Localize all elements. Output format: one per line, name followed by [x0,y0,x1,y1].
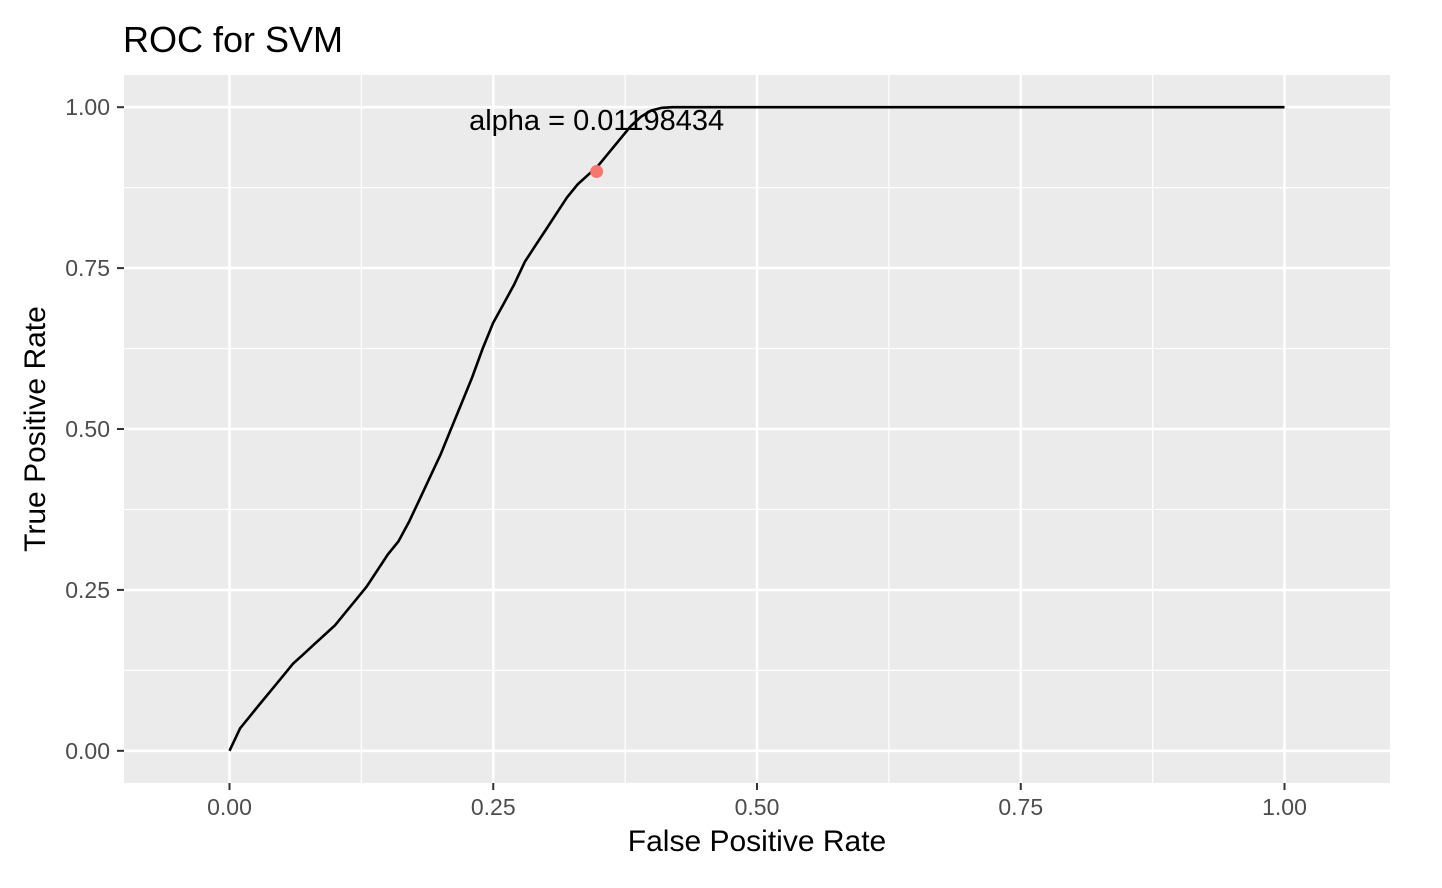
grid-lines [124,75,1390,783]
x-tick-label: 0.75 [998,794,1043,820]
alpha-point [590,165,604,179]
roc-curve-line [228,105,1285,752]
x-tick-label: 0.50 [735,794,780,820]
x-axis-title: False Positive Rate [628,825,886,858]
roc-series [228,105,1285,752]
y-tick-label: 0.75 [65,255,110,281]
y-tick-label: 0.50 [65,416,110,442]
alpha-annotation: alpha = 0.01198434 [469,105,724,137]
axis-ticks: 0.00 0.25 0.50 0.75 1.00 0.00 0.25 0.50 0.75 1.00 [65,94,1307,820]
x-tick-label: 0.25 [471,794,516,820]
y-tick-label: 1.00 [65,94,110,120]
chart-title: ROC for SVM [123,19,343,60]
y-tick-label: 0.00 [65,738,110,764]
y-axis-title: True Positive Rate [19,306,52,552]
x-tick-label: 1.00 [1262,794,1307,820]
y-tick-label: 0.25 [65,577,110,603]
x-tick-label: 0.00 [207,794,252,820]
highlight-layer [590,165,604,179]
